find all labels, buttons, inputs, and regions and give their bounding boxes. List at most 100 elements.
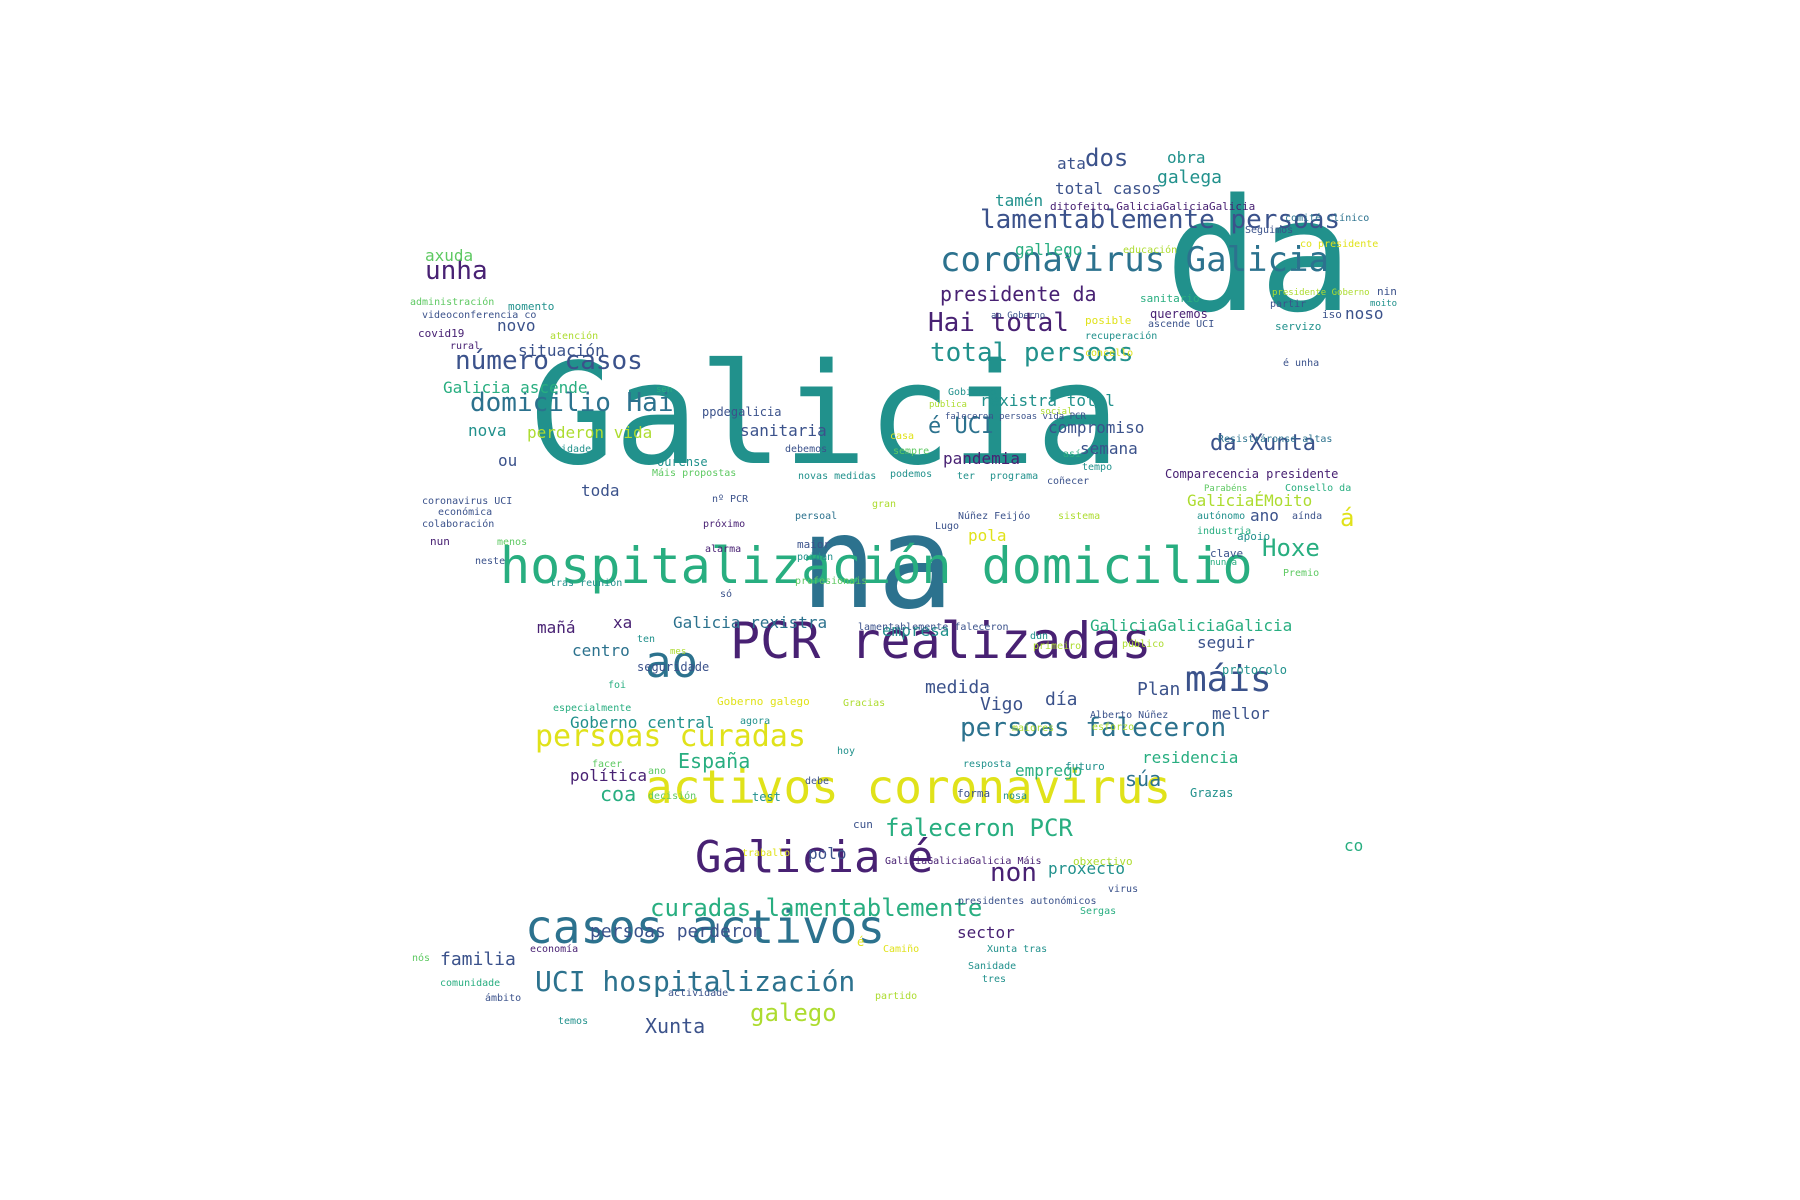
cloud-word: é unha (1283, 358, 1320, 370)
cloud-word: social (1040, 406, 1073, 417)
cloud-word: gallego (1015, 239, 1083, 259)
cloud-word: mañá (537, 617, 576, 637)
cloud-word: futuro (1065, 760, 1105, 774)
cloud-word: posible (1085, 314, 1132, 328)
cloud-word: persoas faleceron (960, 712, 1227, 743)
cloud-word: especialmente (553, 703, 632, 715)
cloud-word: toda (581, 480, 620, 500)
cloud-word: centro (572, 640, 630, 660)
cloud-word: GaliciaGaliciaGalicia (1090, 615, 1293, 635)
cloud-word: nós (412, 953, 431, 965)
cloud-word: Gracias (843, 698, 886, 710)
cloud-word: sanitaria (740, 420, 827, 440)
cloud-word: súa (1125, 767, 1162, 792)
cloud-word: Parabéns (1204, 483, 1248, 494)
cloud-word: ano (648, 766, 667, 778)
cloud-word: nº PCR (712, 494, 749, 506)
cloud-word: persoas curadas (535, 718, 806, 754)
cloud-word: apoio (1237, 530, 1271, 544)
cloud-word: servizo (1275, 320, 1322, 334)
cloud-word: sen (656, 384, 673, 395)
cloud-word: neste (475, 556, 506, 568)
cloud-word: seguir (1197, 632, 1255, 652)
cloud-word: casos activos (525, 900, 886, 955)
cloud-word: alarma (705, 544, 742, 556)
cloud-word: empresa (882, 620, 950, 640)
cloud-word: agora (740, 716, 771, 728)
cloud-word: comité clínico (1285, 213, 1370, 225)
cloud-word: Galicia (530, 333, 1121, 497)
cloud-word: total persoas (930, 337, 1134, 368)
cloud-word: sistema (1058, 511, 1101, 523)
cloud-word: total casos (1055, 178, 1161, 198)
cloud-word: familia (440, 948, 516, 970)
cloud-word: só (720, 589, 733, 601)
cloud-word: resposta (963, 759, 1012, 771)
cloud-word: maior (797, 538, 831, 552)
cloud-word: industria (1197, 526, 1252, 538)
cloud-word: PCR realizadas (730, 612, 1152, 670)
cloud-word: sector (957, 922, 1015, 942)
cloud-word: faleceron persoas vida PCR (945, 411, 1086, 422)
cloud-word: colaboración (422, 519, 495, 531)
cloud-word: atención (550, 331, 599, 343)
cloud-word: coñecer (1047, 476, 1090, 488)
cloud-word: na (800, 489, 955, 639)
cloud-word: Máis propostas (652, 468, 737, 480)
cloud-word: sempre (893, 446, 930, 458)
cloud-word: coa (600, 782, 637, 807)
cloud-word: próximo (703, 519, 746, 531)
cloud-word: España (678, 749, 751, 774)
cloud-word: ascende UCI (1148, 319, 1215, 331)
cloud-word: moito (1370, 298, 1398, 309)
cloud-word: faleceron PCR (885, 814, 1073, 843)
cloud-word: galego (750, 999, 837, 1028)
cloud-word: Xunta tras (987, 944, 1048, 956)
cloud-word: comunidade (440, 978, 501, 990)
cloud-word: Premio (1283, 568, 1320, 580)
cloud-word: Goberno galego (717, 695, 810, 709)
cloud-word: clave (1210, 547, 1244, 561)
cloud-word: Sergas (1080, 906, 1117, 918)
cloud-word: iso (1322, 308, 1342, 322)
cloud-word: é (857, 934, 865, 949)
cloud-word: ou (498, 450, 518, 470)
cloud-word: tras reunión (550, 578, 623, 590)
cloud-word: ao (645, 636, 698, 688)
cloud-word: residencia (1142, 747, 1239, 767)
cloud-word: autónomo (1197, 511, 1246, 523)
cloud-word: rexistra total (980, 390, 1115, 410)
cloud-word: Grazas (1190, 785, 1234, 800)
cloud-word: administración (410, 297, 495, 309)
cloud-word: podemos (890, 469, 933, 481)
cloud-word: Seguimos (1245, 225, 1294, 237)
cloud-word: mes (670, 646, 687, 657)
cloud-word: poidan (797, 552, 834, 564)
cloud-word: semana (1080, 438, 1138, 458)
cloud-word: facer (592, 759, 623, 771)
cloud-word: forma (957, 787, 991, 801)
cloud-word: Sanidade (968, 961, 1017, 973)
cloud-word: non (990, 857, 1037, 888)
cloud-word: nun (430, 535, 450, 549)
cloud-word: coronavirus Galicia (940, 240, 1329, 281)
cloud-word: pública (929, 399, 967, 410)
cloud-word: nova (468, 420, 507, 440)
cloud-word: decisión (648, 791, 697, 803)
cloud-word: novas medidas (798, 471, 877, 483)
cloud-word: Comparecencia presidente (1165, 466, 1339, 481)
cloud-word: novo (497, 315, 536, 335)
cloud-word: videoconferencia co (422, 310, 537, 322)
cloud-word: lamentablemente persoas (980, 204, 1341, 235)
cloud-word: cun (853, 818, 873, 832)
cloud-word: ppdegalicia (702, 404, 782, 419)
cloud-word: foi (608, 680, 627, 692)
cloud-word: Núñez Feijóo (958, 511, 1031, 523)
cloud-word: esforzo (1092, 722, 1135, 734)
cloud-word: é UCI (928, 413, 995, 439)
cloud-word: partir (1270, 299, 1307, 311)
cloud-word: dos (1085, 144, 1129, 173)
cloud-word: Plan (1137, 678, 1181, 700)
cloud-word: Vigo (980, 693, 1024, 715)
cloud-word: educación (1123, 245, 1178, 257)
